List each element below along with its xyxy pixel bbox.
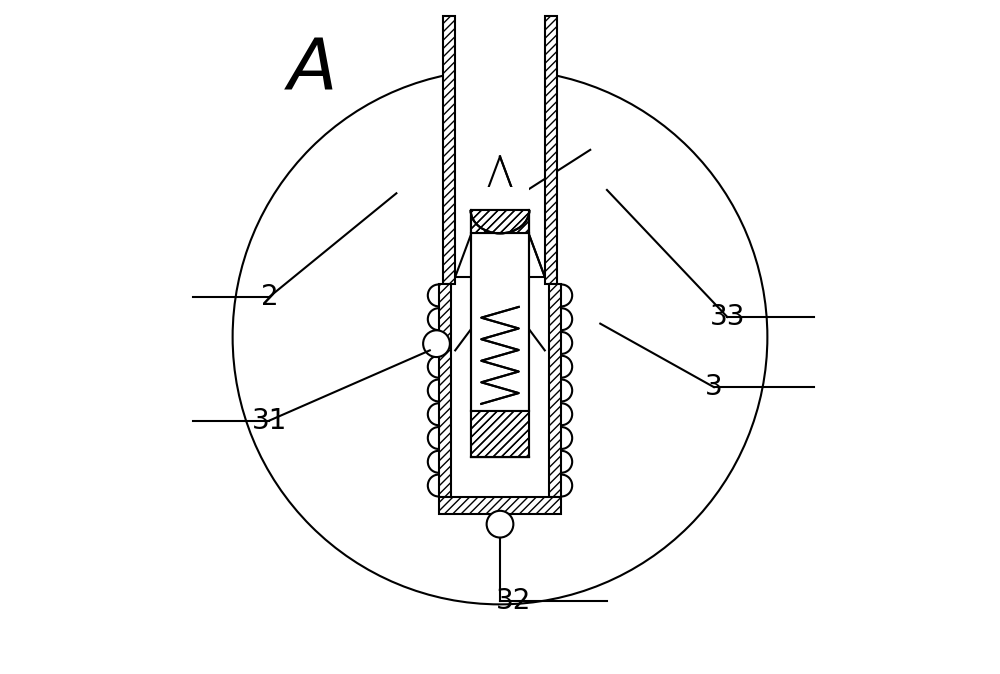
Text: A: A: [288, 35, 338, 104]
Bar: [471, 210, 529, 233]
Bar: [549, 284, 561, 497]
Text: 32: 32: [496, 587, 531, 615]
Bar: [549, 284, 561, 497]
Text: 33: 33: [710, 303, 745, 331]
Bar: [471, 410, 529, 458]
Bar: [422, 284, 578, 497]
Bar: [471, 410, 529, 458]
Text: 3: 3: [705, 373, 723, 401]
Circle shape: [487, 511, 513, 538]
Text: 31: 31: [252, 406, 287, 435]
Bar: [439, 284, 451, 497]
Bar: [471, 410, 529, 458]
Bar: [455, 16, 545, 284]
Bar: [439, 497, 561, 514]
Bar: [443, 16, 455, 284]
Bar: [545, 16, 557, 284]
Bar: [471, 187, 529, 458]
Bar: [471, 233, 529, 410]
Bar: [471, 210, 529, 233]
Text: 2: 2: [261, 283, 278, 311]
Bar: [439, 497, 561, 514]
Bar: [443, 16, 455, 284]
Bar: [471, 210, 529, 233]
Bar: [439, 284, 451, 497]
Bar: [471, 210, 529, 233]
Bar: [471, 410, 529, 458]
Circle shape: [423, 330, 450, 357]
Bar: [545, 16, 557, 284]
